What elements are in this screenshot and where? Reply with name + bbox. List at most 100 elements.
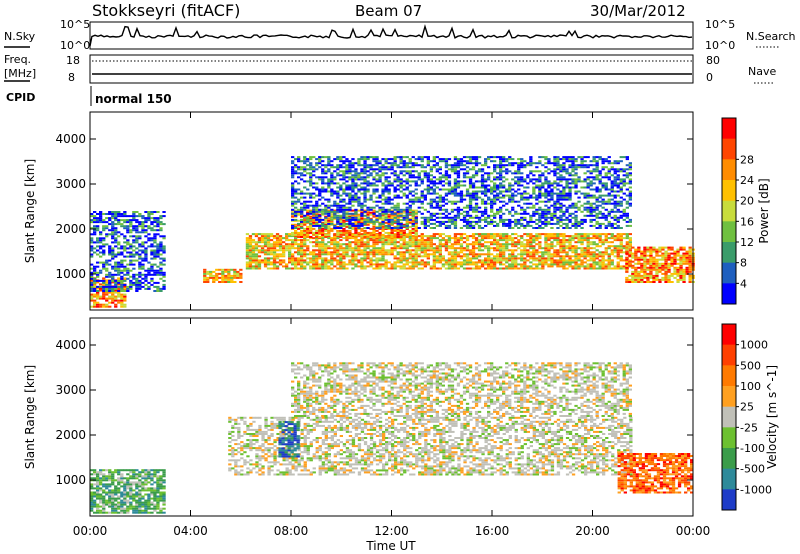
power-echo-cell bbox=[387, 220, 391, 223]
power-echo-cell bbox=[144, 231, 148, 234]
power-echo-cell bbox=[432, 200, 436, 203]
power-echo-cell bbox=[438, 261, 442, 264]
power-echo-cell bbox=[348, 236, 352, 238]
power-echo-cell bbox=[580, 160, 584, 163]
power-echo-cell bbox=[595, 261, 599, 264]
power-echo-cell bbox=[477, 265, 482, 268]
power-echo-cell bbox=[480, 170, 485, 173]
power-echo-cell bbox=[532, 170, 536, 173]
power-echo-cell bbox=[327, 204, 331, 207]
power-echo-cell bbox=[390, 158, 394, 161]
power-echo-cell bbox=[511, 263, 515, 266]
power-echo-cell bbox=[547, 233, 551, 236]
power-echo-cell bbox=[278, 249, 283, 252]
power-echo-cell bbox=[462, 156, 467, 159]
power-echo-cell bbox=[429, 222, 433, 225]
power-echo-cell bbox=[129, 279, 133, 282]
power-echo-cell bbox=[414, 253, 418, 256]
power-echo-cell bbox=[129, 287, 133, 290]
power-echo-cell bbox=[357, 213, 361, 216]
power-echo-cell bbox=[474, 206, 479, 209]
power-echo-cell bbox=[393, 220, 397, 223]
power-echo-cell bbox=[327, 217, 331, 220]
power-echo-cell bbox=[435, 233, 439, 236]
power-echo-cell bbox=[285, 265, 289, 268]
power-echo-cell bbox=[420, 180, 424, 183]
power-echo-cell bbox=[230, 278, 234, 281]
power-echo-cell bbox=[224, 270, 228, 273]
power-echo-cell bbox=[363, 204, 367, 207]
power-echo-cell bbox=[393, 257, 397, 260]
power-echo-cell bbox=[438, 180, 442, 183]
power-echo-cell bbox=[378, 251, 382, 254]
power-echo-cell bbox=[345, 237, 349, 240]
power-echo-cell bbox=[117, 251, 121, 254]
power-echo-cell bbox=[123, 247, 127, 250]
power-echo-cell bbox=[477, 210, 482, 213]
power-echo-cell bbox=[393, 208, 397, 211]
power-echo-cell bbox=[496, 192, 500, 195]
power-echo-cell bbox=[150, 265, 154, 268]
power-echo-cell bbox=[514, 172, 518, 175]
power-echo-cell bbox=[342, 229, 346, 232]
power-echo-cell bbox=[141, 281, 145, 284]
power-echo-cell bbox=[132, 225, 136, 228]
power-echo-cell bbox=[490, 210, 494, 213]
power-echo-cell bbox=[568, 166, 572, 169]
power-echo-cell bbox=[484, 208, 488, 211]
power-echo-cell bbox=[321, 160, 325, 163]
power-echo-cell bbox=[108, 275, 112, 278]
power-echo-cell bbox=[105, 290, 109, 292]
power-echo-cell bbox=[303, 239, 307, 242]
power-echo-cell bbox=[300, 210, 304, 213]
power-echo-cell bbox=[420, 164, 424, 167]
power-echo-cell bbox=[619, 237, 623, 240]
power-echo-cell bbox=[351, 241, 355, 244]
power-echo-cell bbox=[408, 180, 412, 183]
power-echo-cell bbox=[402, 257, 406, 260]
power-echo-cell bbox=[372, 182, 376, 185]
power-echo-cell bbox=[405, 233, 409, 236]
power-echo-cell bbox=[297, 213, 301, 216]
power-echo-cell bbox=[297, 257, 301, 260]
beam-title: Beam 07 bbox=[355, 2, 422, 20]
power-echo-cell bbox=[402, 255, 406, 258]
power-echo-cell bbox=[544, 166, 548, 169]
power-echo-cell bbox=[375, 233, 379, 236]
power-echo-cell bbox=[342, 265, 346, 268]
power-echo-cell bbox=[354, 237, 358, 240]
power-echo-cell bbox=[360, 241, 364, 244]
power-echo-cell bbox=[357, 196, 361, 199]
power-echo-cell bbox=[312, 261, 316, 264]
power-echo-cell bbox=[129, 255, 133, 258]
power-echo-cell bbox=[102, 227, 106, 230]
power-echo-cell bbox=[363, 190, 367, 193]
power-echo-cell bbox=[372, 168, 376, 171]
power-echo-cell bbox=[432, 251, 436, 254]
power-echo-cell bbox=[589, 267, 593, 270]
power-echo-cell bbox=[378, 265, 382, 268]
power-echo-cell bbox=[111, 267, 115, 270]
power-echo-cell bbox=[453, 194, 458, 197]
power-echo-cell bbox=[372, 158, 376, 161]
power-echo-cell bbox=[144, 211, 148, 213]
power-echo-cell bbox=[321, 229, 325, 232]
power-echo-cell bbox=[342, 172, 346, 175]
power-echo-cell bbox=[90, 245, 94, 248]
power-echo-cell bbox=[162, 247, 166, 250]
power-echo-cell bbox=[336, 204, 340, 207]
power-echo-cell bbox=[499, 158, 503, 161]
power-echo-cell bbox=[583, 257, 587, 260]
power-echo-cell bbox=[294, 225, 298, 228]
power-echo-cell bbox=[607, 255, 611, 258]
power-echo-cell bbox=[438, 194, 442, 197]
power-echo-cell bbox=[348, 160, 352, 163]
power-echo-cell bbox=[111, 225, 115, 228]
power-echo-cell bbox=[465, 188, 470, 191]
power-echo-cell bbox=[282, 255, 286, 258]
power-echo-cell bbox=[126, 221, 130, 224]
power-echo-cell bbox=[306, 168, 310, 171]
power-echo-cell bbox=[123, 225, 127, 228]
power-echo-cell bbox=[387, 261, 391, 264]
